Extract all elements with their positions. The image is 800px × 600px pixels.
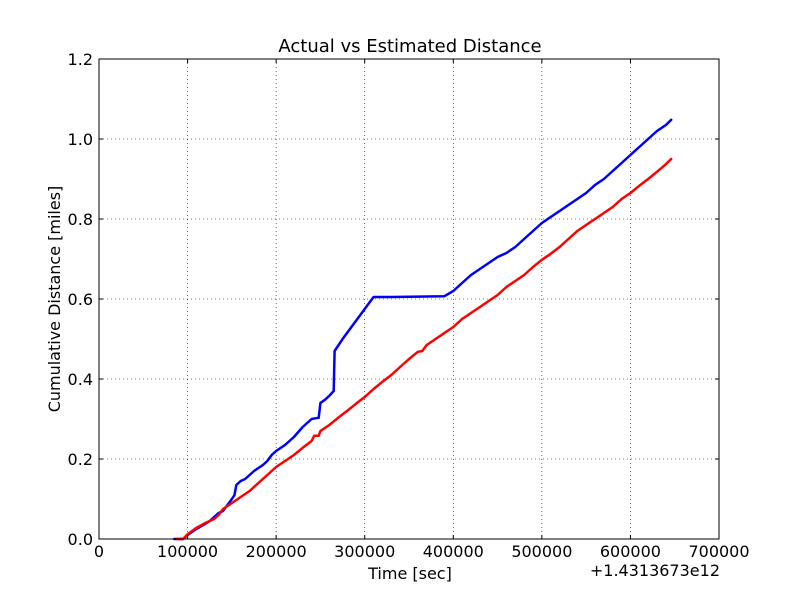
y-tick-label: 1.2 xyxy=(68,50,93,69)
y-tick-label: 0.2 xyxy=(68,450,93,469)
x-tick-label: 100000 xyxy=(157,542,218,561)
x-axis-label: Time [sec] xyxy=(367,564,452,583)
x-tick-label: 700000 xyxy=(688,542,749,561)
x-tick-label: 600000 xyxy=(600,542,661,561)
series-layer xyxy=(173,118,673,541)
y-tick-label: 0.4 xyxy=(68,370,93,389)
x-tick-label: 400000 xyxy=(423,542,484,561)
ticks: 0 100000 200000 300000 400000 500000 600000 700… xyxy=(68,50,750,561)
grid-lines xyxy=(99,59,719,539)
y-tick-label: 0.8 xyxy=(68,210,93,229)
y-tick-label: 0.0 xyxy=(68,530,93,549)
y-axis-label: Cumulative Distance [miles] xyxy=(45,186,64,413)
x-tick-label: 0 xyxy=(94,542,104,561)
chart-title: Actual vs Estimated Distance xyxy=(278,36,541,57)
y-tick-label: 0.6 xyxy=(68,290,93,309)
series-line-0 xyxy=(173,118,673,541)
x-tick-label: 500000 xyxy=(511,542,572,561)
y-tick-label: 1.0 xyxy=(68,130,93,149)
x-offset-label: +1.4313673e12 xyxy=(590,561,720,580)
series-line-1 xyxy=(175,157,673,541)
x-tick-label: 300000 xyxy=(334,542,395,561)
x-tick-label: 200000 xyxy=(246,542,307,561)
